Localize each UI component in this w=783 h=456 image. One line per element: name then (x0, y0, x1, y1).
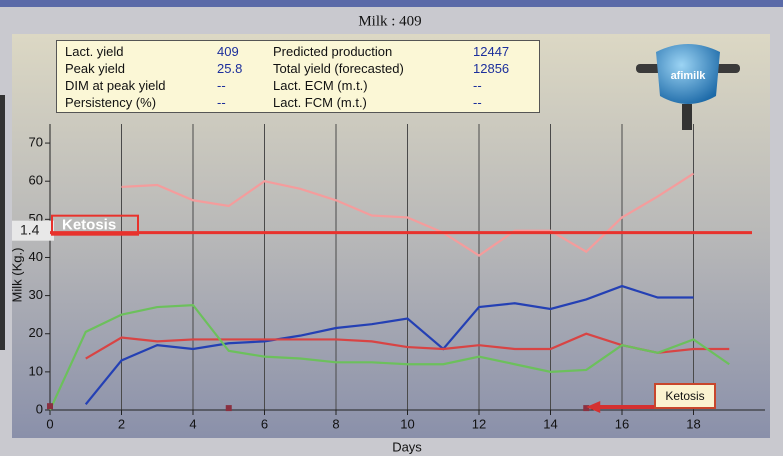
info-value: 12447 (473, 44, 510, 59)
threshold-box (51, 214, 139, 236)
info-value: -- (473, 78, 482, 93)
info-label: Persistency (%) (65, 95, 157, 110)
x-tick-label: 6 (261, 416, 268, 431)
threshold-side-text: 1.4 (20, 221, 40, 237)
y-tick-label: 40 (29, 249, 43, 264)
threshold-label: Ketosis (62, 217, 116, 234)
info-row: Lact. yield 409 Predicted production 12447 (65, 43, 531, 60)
x-tick-label: 8 (332, 416, 339, 431)
info-label: Lact. ECM (m.t.) (273, 78, 368, 93)
info-value: 12856 (473, 61, 510, 76)
y-tick-label: 0 (36, 401, 43, 416)
left-edge (0, 95, 5, 350)
info-label: Lact. FCM (m.t.) (273, 95, 367, 110)
data-line (84, 284, 694, 405)
x-tick-label: 12 (472, 416, 486, 431)
info-value: 25.8 (217, 61, 243, 76)
x-tick-label: 10 (400, 416, 414, 431)
info-row: DIM at peak yield -- Lact. ECM (m.t.) -- (65, 77, 531, 94)
y-tick-label: 70 (29, 135, 43, 150)
x-axis-label: Days (392, 439, 422, 454)
x-tick-label: 2 (118, 416, 125, 431)
top-bar (0, 0, 783, 7)
logo-text: afimilk (671, 70, 707, 82)
info-row: Persistency (%) -- Lact. FCM (m.t.) -- (65, 94, 531, 111)
callout-box (654, 383, 716, 409)
data-line (121, 172, 695, 257)
info-label: Lact. yield (65, 44, 124, 59)
info-value: -- (217, 78, 226, 93)
x-tick-label: 18 (686, 416, 700, 431)
y-axis-label: Milk (Kg.) (9, 248, 24, 303)
y-tick-label: 30 (29, 287, 43, 302)
x-tick-label: 4 (189, 416, 196, 431)
info-value: 409 (217, 44, 239, 59)
event-marker (47, 403, 53, 410)
y-tick-label: 60 (29, 173, 43, 188)
callout-text: Ketosis (665, 389, 704, 403)
x-tick-label: 0 (46, 416, 53, 431)
info-row: Peak yield 25.8 Total yield (forecasted) 12… (65, 60, 531, 77)
info-label: Predicted production (273, 44, 393, 59)
chart-title: Milk : 409 (358, 13, 421, 29)
info-table: Lact. yield 409 Predicted production 12447 P… (56, 40, 540, 113)
data-line (48, 304, 730, 411)
callout-arrowhead (586, 401, 601, 413)
side-mask (12, 220, 54, 241)
info-label: DIM at peak yield (65, 78, 166, 93)
info-value: -- (473, 95, 482, 110)
x-tick-label: 16 (615, 416, 629, 431)
y-tick-label: 20 (29, 325, 43, 340)
device-icon: afimilk (636, 44, 740, 130)
x-tick-label: 14 (543, 416, 557, 431)
info-value: -- (217, 95, 226, 110)
event-marker (583, 405, 590, 412)
info-label: Peak yield (65, 61, 125, 76)
y-tick-label: 10 (29, 363, 43, 378)
event-marker (225, 405, 232, 412)
info-label: Total yield (forecasted) (273, 61, 404, 76)
